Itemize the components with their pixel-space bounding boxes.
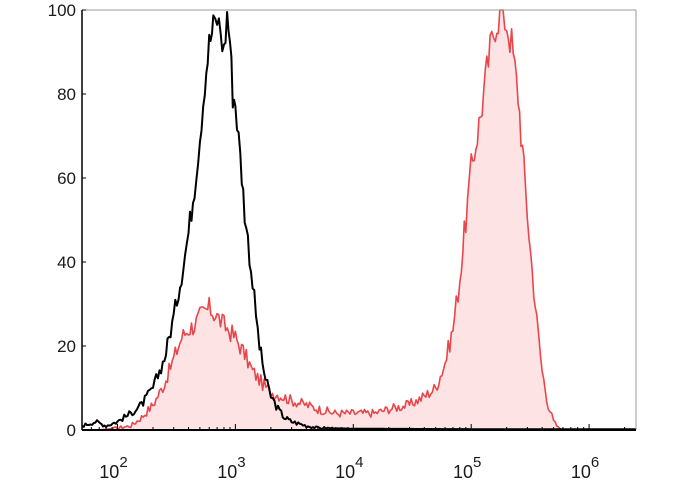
y-tick-label: 40	[57, 253, 76, 272]
y-tick-label: 80	[57, 85, 76, 104]
y-tick-label: 0	[67, 421, 76, 440]
series-1-fill	[82, 10, 636, 430]
series-0-line	[81, 11, 636, 431]
x-tick-label: 103	[217, 454, 245, 482]
series-1-line	[82, 9, 636, 431]
x-tick-label: 104	[335, 454, 363, 482]
plot-layer	[81, 9, 636, 431]
x-tick-label: 106	[571, 454, 599, 482]
x-tick-label: 105	[453, 454, 481, 482]
x-tick-label: 102	[99, 454, 127, 482]
y-tick-label: 100	[48, 1, 76, 20]
axis-layer: 0 20 40 60 80 100 102 103 104 105 106	[48, 1, 637, 482]
y-tick-label: 20	[57, 337, 76, 356]
y-tick-label: 60	[57, 169, 76, 188]
